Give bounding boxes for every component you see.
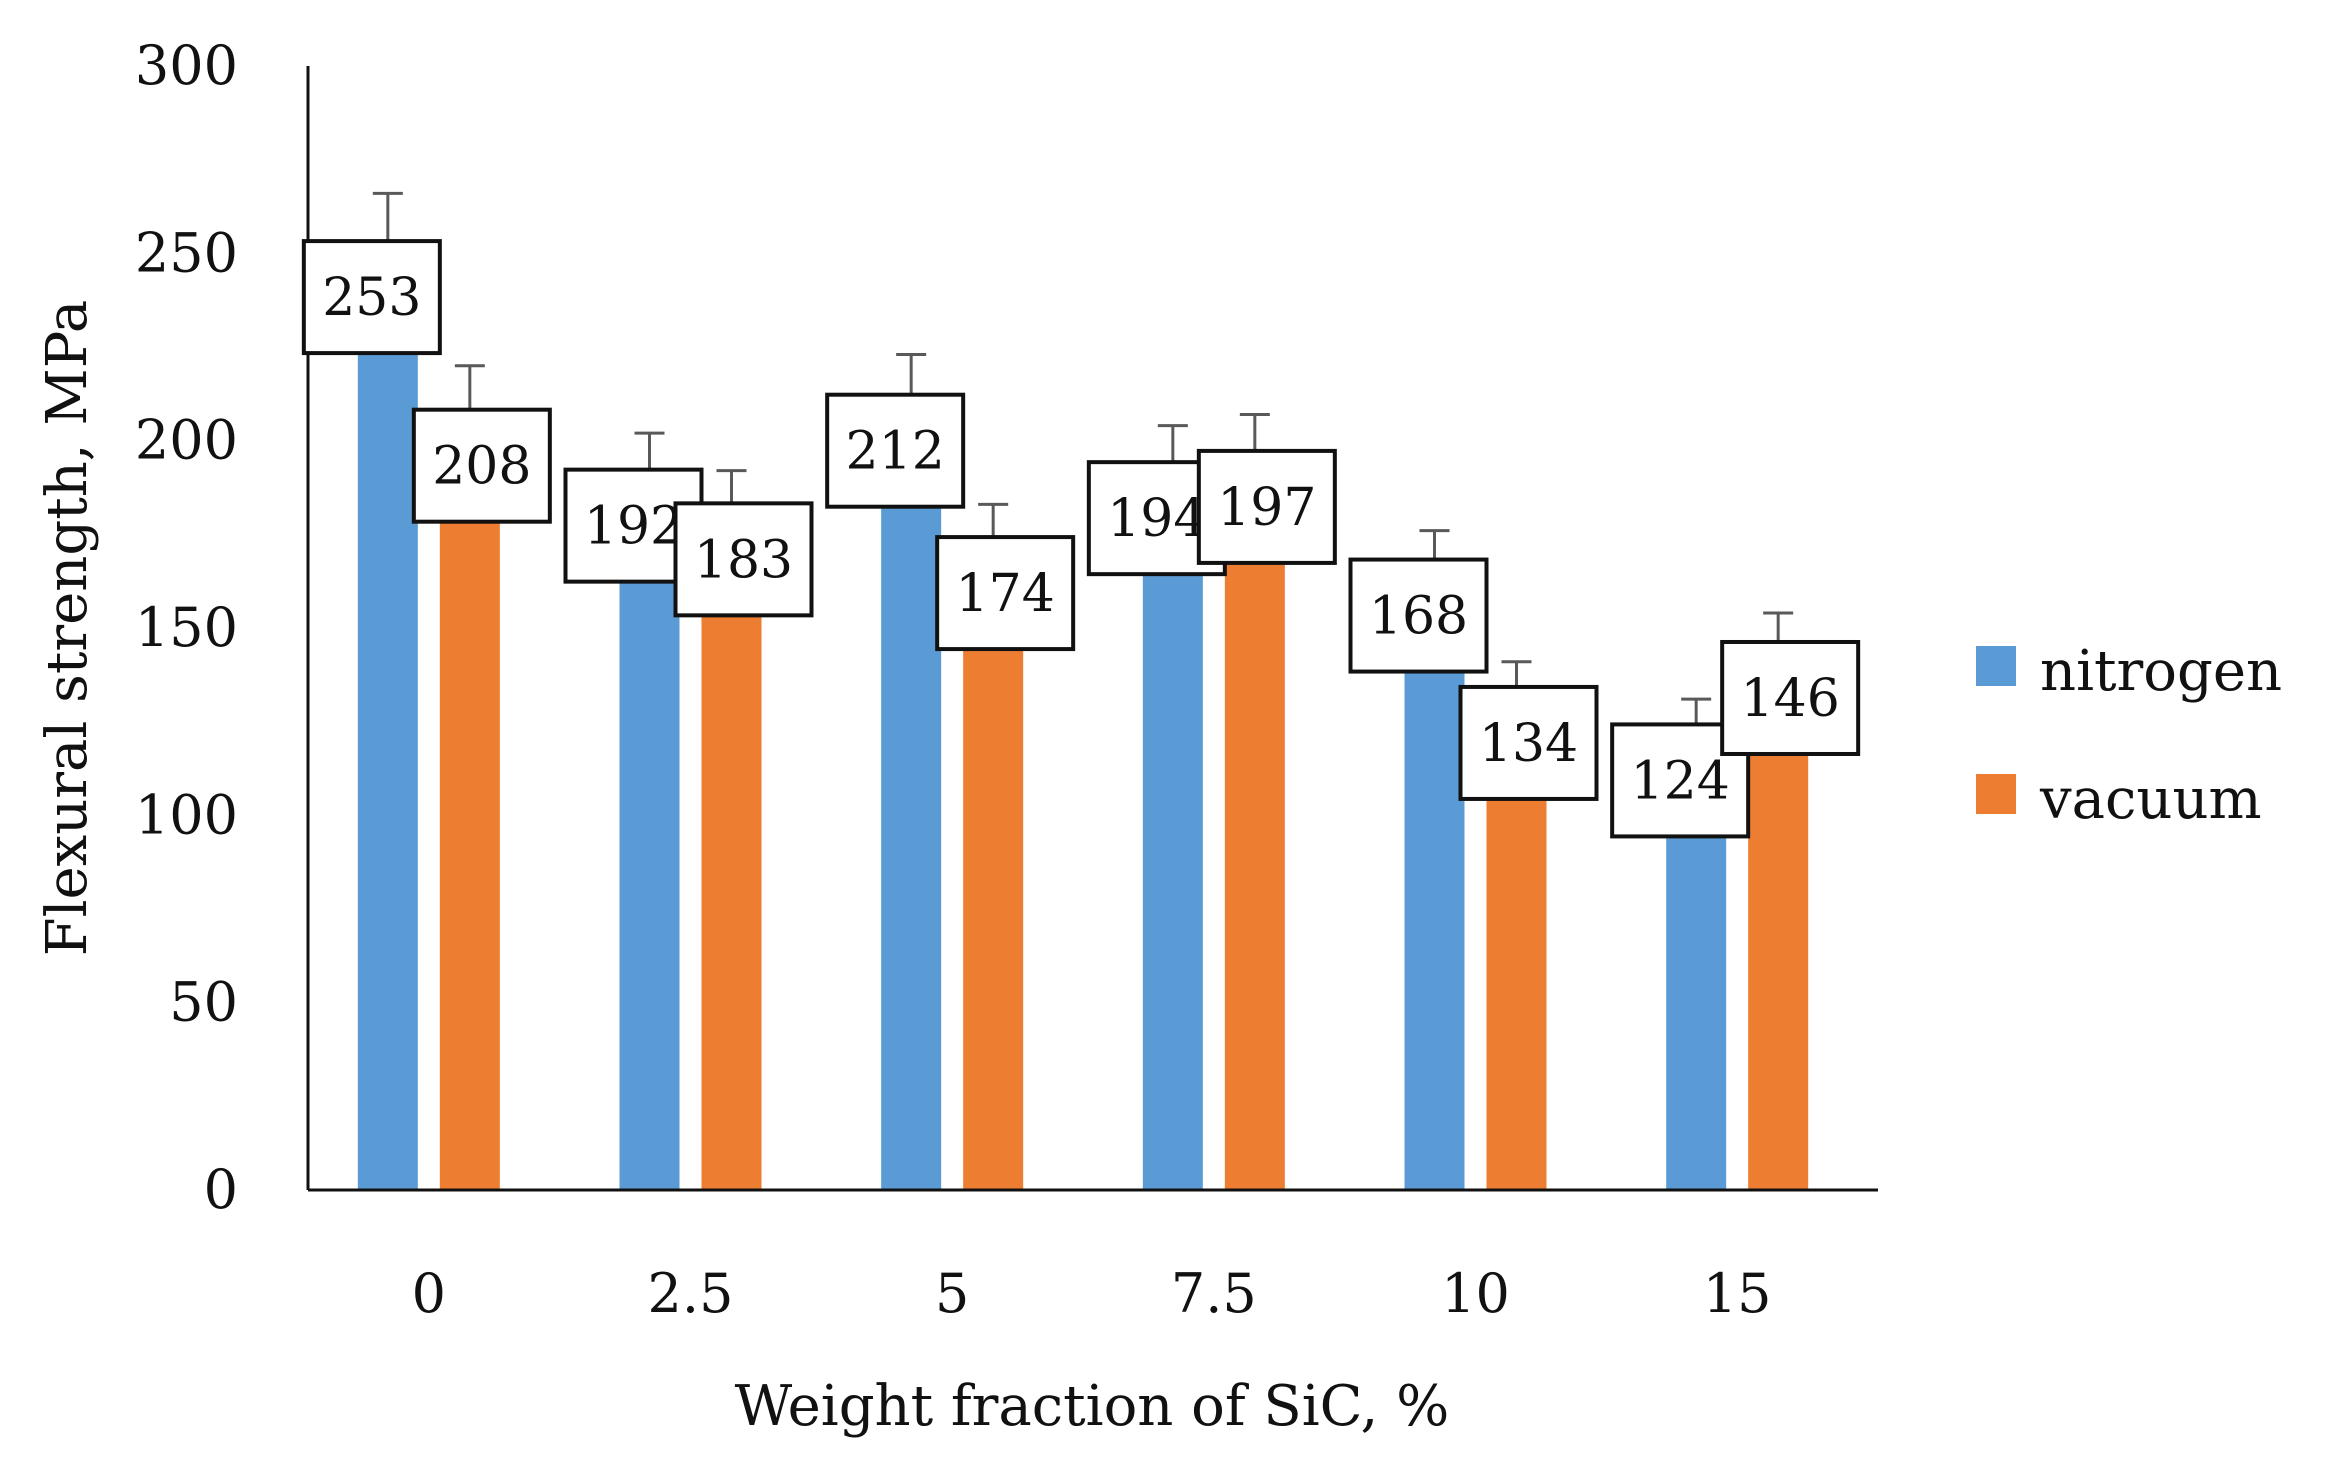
- svg-text:168: 168: [1369, 587, 1468, 647]
- svg-text:194: 194: [1107, 489, 1206, 549]
- svg-text:208: 208: [432, 437, 531, 497]
- x-tick-label: 2.5: [648, 1262, 734, 1325]
- data-label-nitrogen: 192: [563, 467, 704, 584]
- legend: nitrogen vacuum: [1976, 639, 2282, 832]
- legend-label: nitrogen: [2040, 639, 2282, 704]
- x-tick-label: 0: [412, 1262, 446, 1325]
- svg-text:253: 253: [322, 268, 421, 328]
- x-tick-label: 10: [1441, 1262, 1510, 1325]
- data-label-vacuum: 183: [673, 501, 814, 618]
- bar-vacuum: [1224, 451, 1285, 1190]
- svg-text:197: 197: [1217, 478, 1316, 538]
- y-tick-label: 150: [135, 596, 238, 659]
- y-tick-label: 200: [135, 409, 238, 472]
- bar-vacuum: [701, 504, 762, 1190]
- x-axis-ticks: 0 2.5 5 7.5 10 15: [412, 1262, 1772, 1325]
- data-label-vacuum: 208: [411, 407, 552, 524]
- legend-swatch: [1976, 646, 2016, 686]
- y-tick-label: 300: [135, 34, 238, 97]
- data-label-vacuum: 146: [1720, 639, 1861, 756]
- x-tick-label: 7.5: [1171, 1262, 1257, 1325]
- bars: [357, 242, 1809, 1191]
- bar-nitrogen: [619, 470, 680, 1190]
- svg-text:146: 146: [1741, 669, 1840, 729]
- svg-text:192: 192: [584, 497, 683, 557]
- svg-text:212: 212: [846, 422, 945, 482]
- svg-text:183: 183: [694, 530, 793, 590]
- x-tick-label: 5: [935, 1262, 969, 1325]
- bar-vacuum: [439, 410, 500, 1190]
- legend-item-vacuum: vacuum: [1976, 767, 2262, 832]
- data-label-nitrogen: 253: [301, 239, 442, 356]
- y-axis-title: Flexural strength, MPa: [35, 300, 100, 957]
- x-axis-title: Weight fraction of SiC, %: [735, 1374, 1450, 1439]
- y-tick-label: 50: [169, 971, 238, 1034]
- bar-nitrogen: [881, 395, 942, 1190]
- legend-item-nitrogen: nitrogen: [1976, 639, 2282, 704]
- data-label-vacuum: 197: [1196, 448, 1337, 565]
- data-label-nitrogen: 212: [825, 392, 966, 509]
- x-tick-label: 15: [1703, 1262, 1772, 1325]
- y-tick-label: 100: [135, 783, 238, 846]
- data-label-vacuum: 174: [935, 535, 1076, 652]
- legend-label: vacuum: [2039, 767, 2262, 832]
- data-label-vacuum: 134: [1458, 684, 1599, 801]
- y-tick-label: 0: [204, 1158, 238, 1221]
- svg-text:124: 124: [1631, 751, 1730, 811]
- data-label-nitrogen: 168: [1348, 557, 1489, 674]
- bar-nitrogen: [1142, 463, 1203, 1190]
- y-tick-label: 250: [135, 221, 238, 284]
- legend-swatch: [1976, 774, 2016, 814]
- svg-text:174: 174: [956, 564, 1055, 624]
- bar-nitrogen: [357, 242, 418, 1191]
- y-axis-ticks: 0 50 100 150 200 250 300: [135, 34, 238, 1221]
- svg-text:134: 134: [1479, 714, 1578, 774]
